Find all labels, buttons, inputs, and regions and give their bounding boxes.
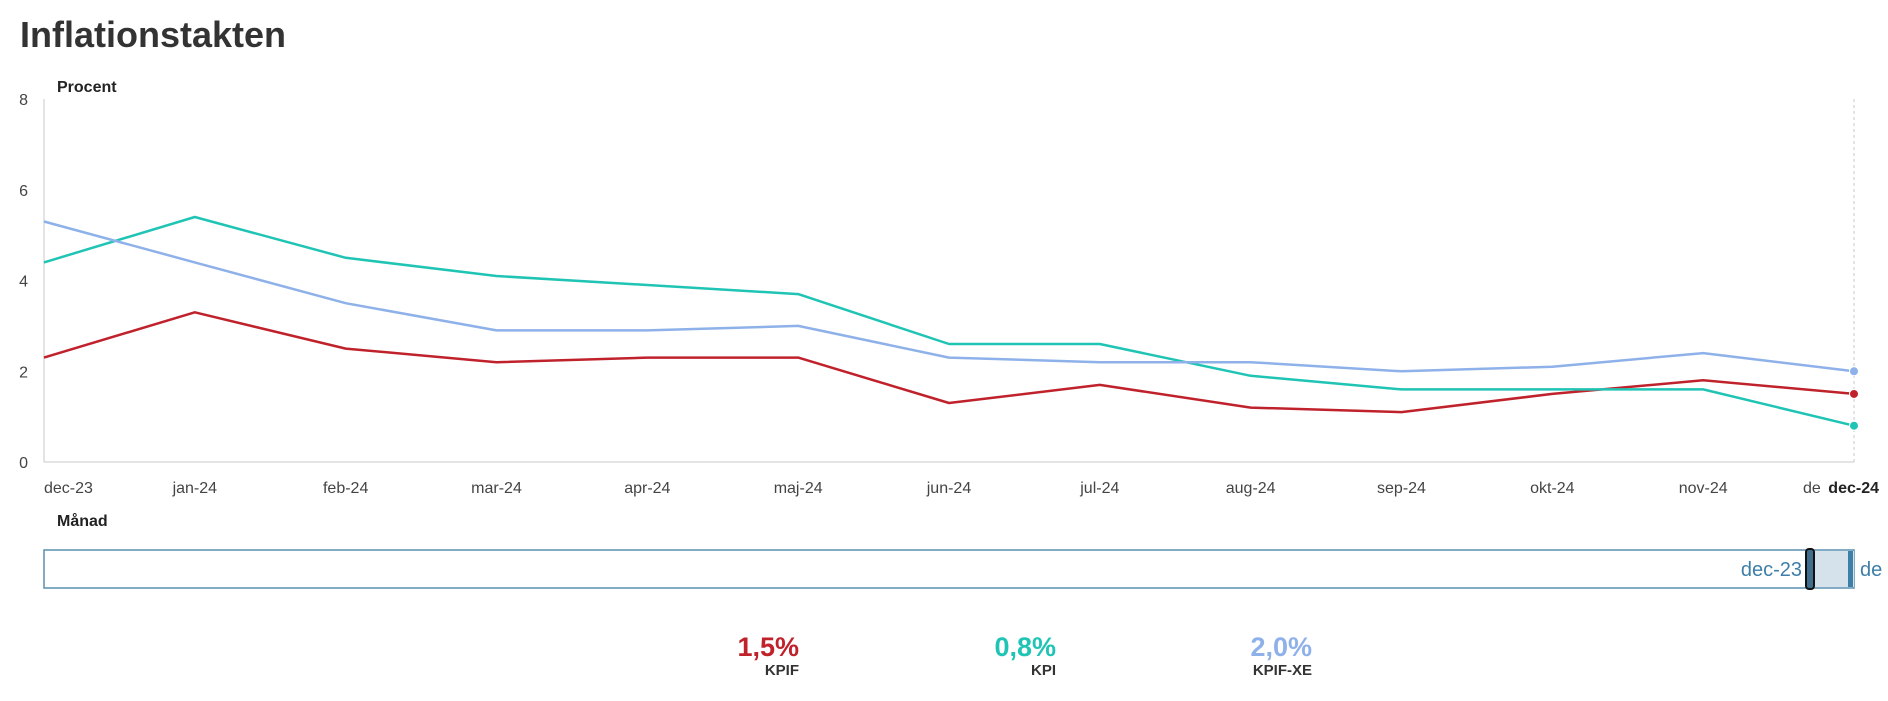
navigator-left-handle[interactable]: [1805, 548, 1815, 590]
y-tick-label: 0: [19, 455, 28, 472]
x-tick-label: okt-24: [1530, 480, 1575, 497]
chart-title: Inflationstakten: [20, 14, 287, 55]
legend-item-kpif-xe[interactable]: 2,0% KPIF-XE: [1200, 632, 1312, 680]
navigator-end-label: de: [1860, 559, 1882, 581]
x-tick-label: jul-24: [1079, 480, 1119, 497]
x-axis: dec-23 jan-24 feb-24 mar-24 apr-24 maj-24 jun-…: [44, 480, 1879, 497]
range-navigator[interactable]: dec-23 de: [43, 548, 1882, 590]
legend-name-kpi: KPI: [1030, 662, 1056, 679]
series-marker-kpi[interactable]: [1849, 420, 1859, 431]
series-line-kpif[interactable]: [43, 311, 1855, 414]
series-line-kpi[interactable]: [43, 215, 1855, 427]
legend-item-kpif[interactable]: 1,5% KPIF: [700, 632, 799, 680]
navigator-selection[interactable]: [1810, 551, 1854, 587]
x-tick-label: sep-24: [1377, 480, 1426, 497]
y-tick-label: 6: [19, 183, 28, 200]
navigator-track[interactable]: [43, 549, 1855, 589]
legend-item-kpi[interactable]: 0,8% KPI: [960, 632, 1056, 680]
y-tick-label: 2: [19, 364, 28, 381]
legend-name-kpif-xe: KPIF-XE: [1252, 662, 1312, 679]
series-marker-kpif-xe[interactable]: [1849, 366, 1859, 377]
x-tick-label: jan-24: [172, 480, 218, 497]
x-tick-label: feb-24: [323, 480, 368, 497]
x-tick-label-truncated: de: [1803, 480, 1821, 497]
series-marker-kpif[interactable]: [1849, 388, 1859, 399]
legend-value-kpif-xe: 2,0%: [1250, 632, 1312, 662]
x-tick-label: maj-24: [774, 480, 823, 497]
series-layer: [43, 215, 1859, 431]
legend-value-kpi: 0,8%: [994, 632, 1056, 662]
y-tick-label: 4: [19, 274, 28, 291]
x-tick-label: mar-24: [471, 480, 522, 497]
y-axis-title: Procent: [57, 79, 117, 96]
x-tick-label: dec-23: [44, 480, 93, 497]
x-tick-label: nov-24: [1679, 480, 1728, 497]
y-tick-label: 8: [19, 92, 28, 109]
legend-name-kpif: KPIF: [764, 662, 799, 679]
y-axis: 0 2 4 6 8: [19, 92, 28, 472]
x-tick-label: aug-24: [1226, 480, 1276, 497]
legend-value-kpif: 1,5%: [737, 632, 799, 662]
navigator-start-label: dec-23: [1741, 559, 1802, 581]
x-tick-label: apr-24: [624, 480, 670, 497]
x-tick-label: jun-24: [926, 480, 972, 497]
x-axis-title: Månad: [57, 512, 108, 530]
series-line-kpif-xe[interactable]: [43, 220, 1855, 373]
x-tick-label: dec-24: [1828, 480, 1879, 497]
navigator-right-handle[interactable]: [1848, 551, 1853, 587]
